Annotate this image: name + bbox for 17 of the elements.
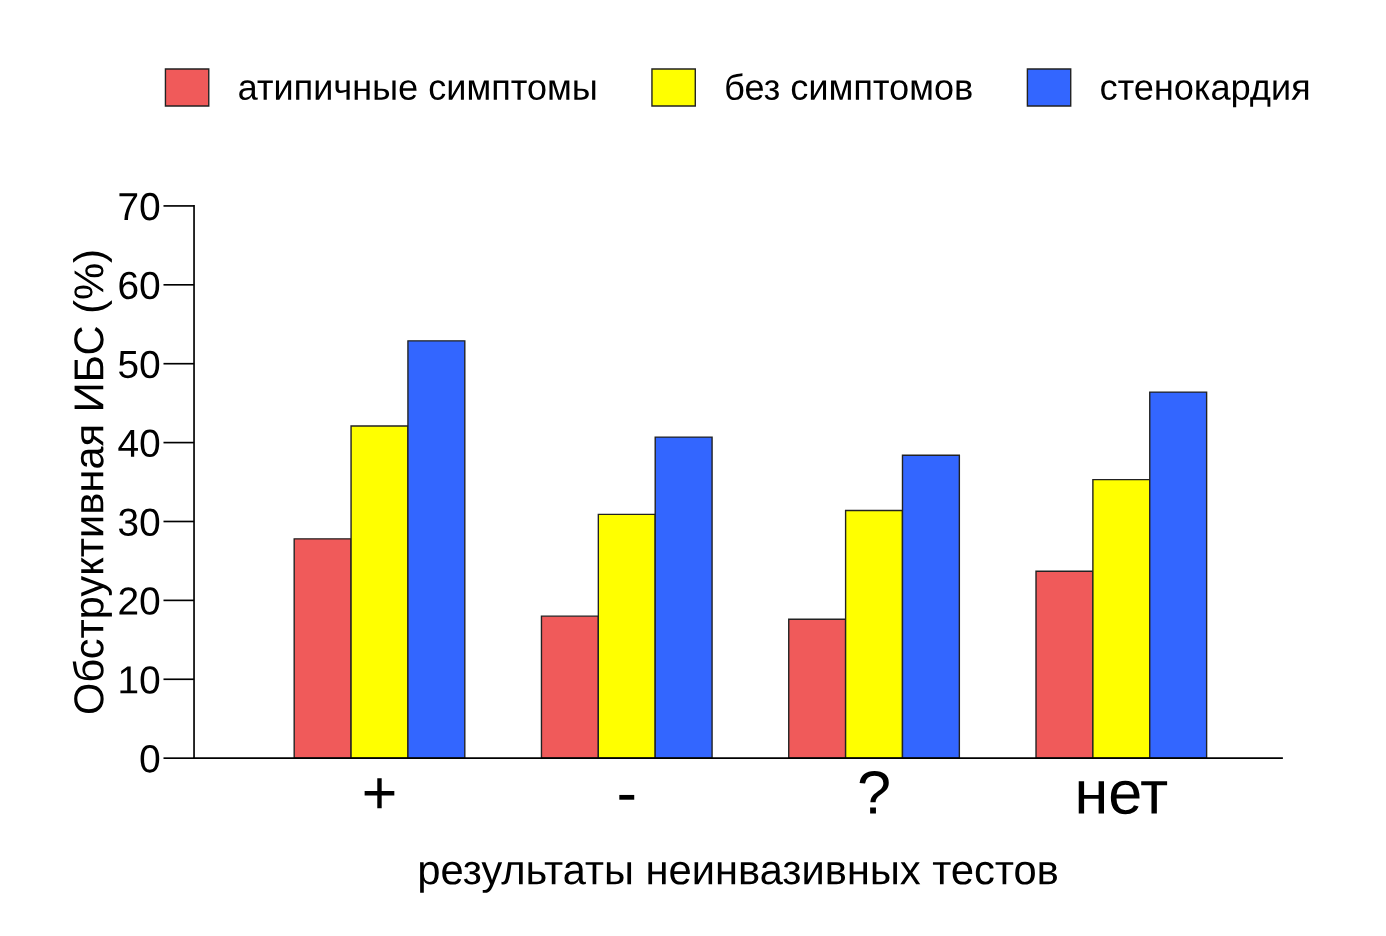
y-tick-label: 40: [118, 429, 160, 458]
x-tick-label: -: [619, 794, 635, 800]
y-tick-label: 0: [140, 745, 160, 773]
y-tick-label: 10: [120, 666, 160, 694]
y-tick-label: 50: [119, 350, 160, 379]
x-axis-title: результаты неинвазивных тестов: [420, 861, 1057, 893]
y-tick-label: 60: [119, 271, 160, 300]
legend-label: стенокардия: [1101, 80, 1309, 108]
x-tick-label: нет: [1078, 780, 1168, 815]
x-tick-label: ?: [859, 770, 889, 814]
legend-label: без симптомов: [726, 73, 972, 101]
y-tick-label: 30: [118, 508, 160, 536]
y-axis-title: Обструктивная ИБС (%): [72, 251, 112, 714]
y-tick-label: 70: [119, 192, 160, 221]
legend-label: атипичные симптомы: [239, 80, 596, 101]
y-tick-label: 20: [119, 587, 160, 615]
x-tick-label: +: [364, 778, 395, 809]
